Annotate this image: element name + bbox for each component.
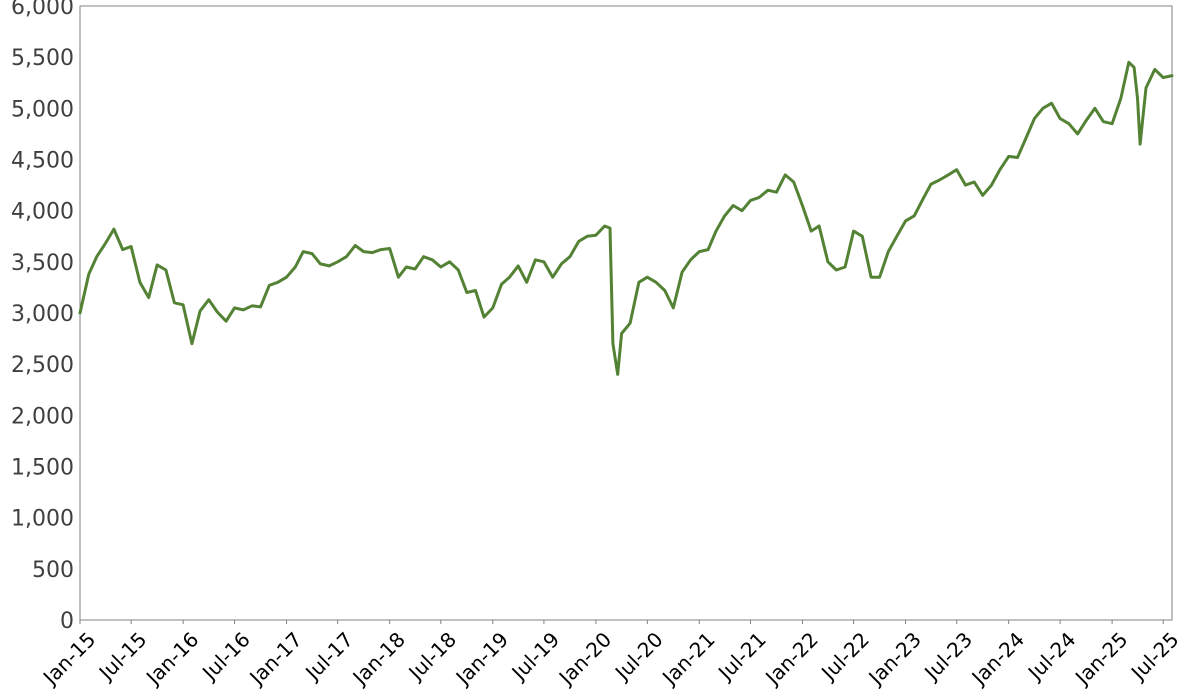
x-tick-label: Jul-17 <box>299 627 358 686</box>
x-tick-label: Jan-18 <box>347 627 410 690</box>
y-tick-label: 6,000 <box>11 0 74 20</box>
y-tick-label: 4,500 <box>11 149 74 174</box>
x-tick-label: Jul-21 <box>712 627 771 686</box>
x-tick-label: Jan-24 <box>966 627 1029 690</box>
x-tick-label: Jul-24 <box>1022 627 1081 686</box>
x-tick-label: Jan-23 <box>863 627 926 690</box>
y-tick-label: 3,500 <box>11 251 74 276</box>
x-tick-label: Jan-16 <box>140 627 203 690</box>
x-tick-label: Jul-19 <box>506 627 565 686</box>
x-tick-label: Jul-23 <box>918 627 977 686</box>
y-tick-label: 2,500 <box>11 353 74 378</box>
x-tick-label: Jul-20 <box>609 627 668 686</box>
y-tick-label: 0 <box>60 609 74 634</box>
x-tick-label: Jul-25 <box>1125 627 1184 686</box>
y-tick-label: 1,500 <box>11 456 74 481</box>
y-axis-ticks: 0 500 1,000 1,500 2,000 2,500 3,000 3,500 4,000 4… <box>11 0 74 634</box>
x-tick-label: Jul-15 <box>93 627 152 686</box>
y-tick-label: 5,500 <box>11 46 74 71</box>
x-tick-label: Jan-19 <box>450 627 513 690</box>
plot-area <box>79 5 1173 621</box>
x-tick-label: Jul-22 <box>815 627 874 686</box>
series-line <box>78 60 1174 376</box>
x-tick-label: Jan-20 <box>553 627 616 690</box>
y-tick-label: 5,000 <box>11 97 74 122</box>
x-tick-label: Jan-15 <box>37 627 100 690</box>
x-tick-label: Jan-25 <box>1069 627 1132 690</box>
y-tick-label: 2,000 <box>11 404 74 429</box>
y-tick-label: 1,000 <box>11 507 74 532</box>
y-tick-label: 4,000 <box>11 200 74 225</box>
x-tick-label: Jul-16 <box>196 627 255 686</box>
x-tick-label: Jul-18 <box>403 627 462 686</box>
x-tick-label: Jan-21 <box>656 627 719 690</box>
x-tick-label: Jan-17 <box>244 627 307 690</box>
x-axis-ticks: Jan-15Jul-15Jan-16Jul-16Jan-17Jul-17Jan-… <box>37 620 1184 691</box>
y-tick-label: 3,000 <box>11 302 74 327</box>
x-tick-label: Jan-22 <box>759 627 822 690</box>
y-tick-label: 500 <box>32 558 74 583</box>
